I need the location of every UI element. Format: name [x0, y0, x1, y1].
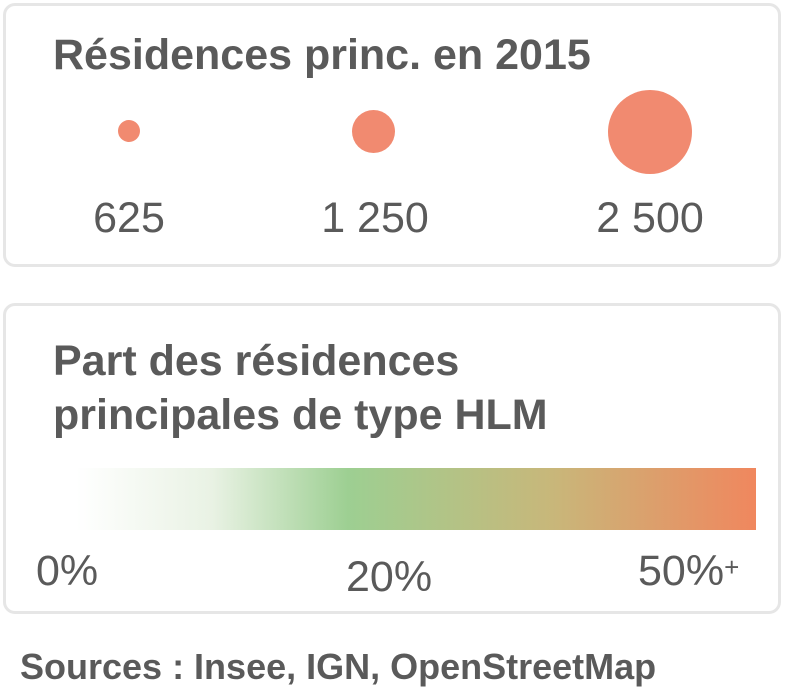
bubble-label-small: 625 [93, 194, 165, 242]
scale-label-max-suffix: + [724, 552, 740, 582]
size-legend-panel: Résidences princ. en 2015 625 1 250 2 50… [3, 3, 781, 267]
color-gradient-bar [76, 468, 756, 530]
bubble-small [118, 120, 140, 142]
bubble-label-medium: 1 250 [321, 194, 429, 242]
scale-label-mid: 20% [346, 553, 433, 601]
color-legend-panel: Part des résidences principales de type … [3, 303, 781, 614]
sources-caption: Sources : Insee, IGN, OpenStreetMap [20, 646, 657, 687]
color-legend-title: Part des résidences principales de type … [53, 334, 548, 442]
bubble-label-large: 2 500 [596, 194, 704, 242]
color-legend-title-line2: principales de type HLM [53, 391, 548, 439]
color-legend-title-line1: Part des résidences [53, 337, 460, 385]
scale-label-min: 0% [36, 547, 99, 595]
bubble-large [608, 90, 692, 174]
size-legend-title: Résidences princ. en 2015 [53, 31, 591, 79]
scale-label-max: 50%+ [638, 547, 740, 595]
bubble-medium [352, 110, 395, 153]
